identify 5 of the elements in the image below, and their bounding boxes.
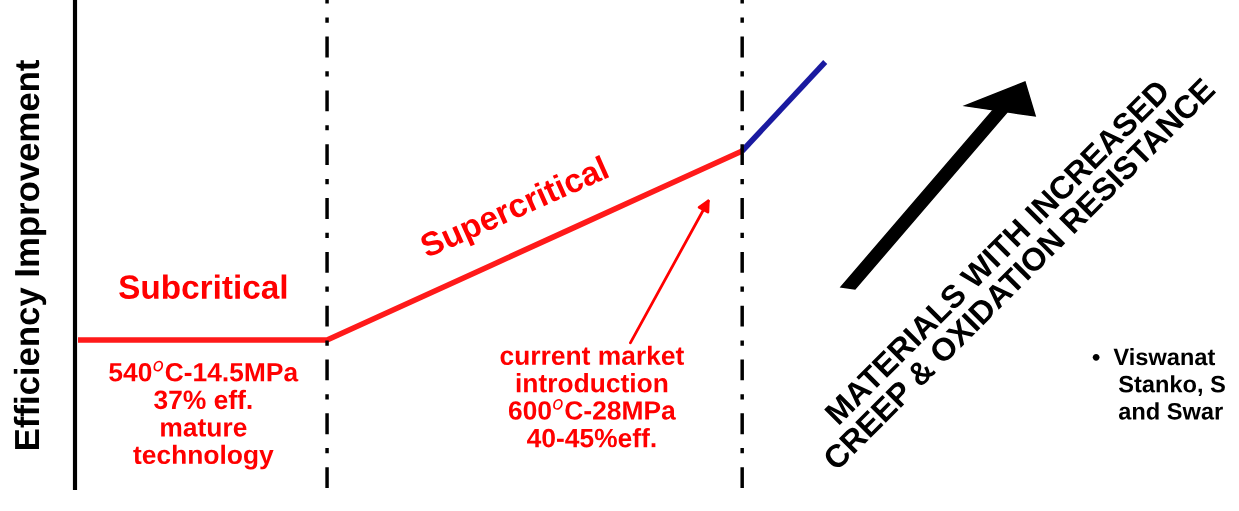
text: current market introduction 600$^{o}$C-28MPa 40-45%eff. — [500, 345, 684, 448]
text: 540$^{o}$C-14.5MPa 37% eff. mature technology — [109, 360, 299, 470]
text: • Viswanat Stanko, S and Swar — [1092, 348, 1225, 420]
annotation: Subcritical — [119, 274, 287, 299]
y-axis-title: Efficiency Improvement — [13, 60, 47, 450]
